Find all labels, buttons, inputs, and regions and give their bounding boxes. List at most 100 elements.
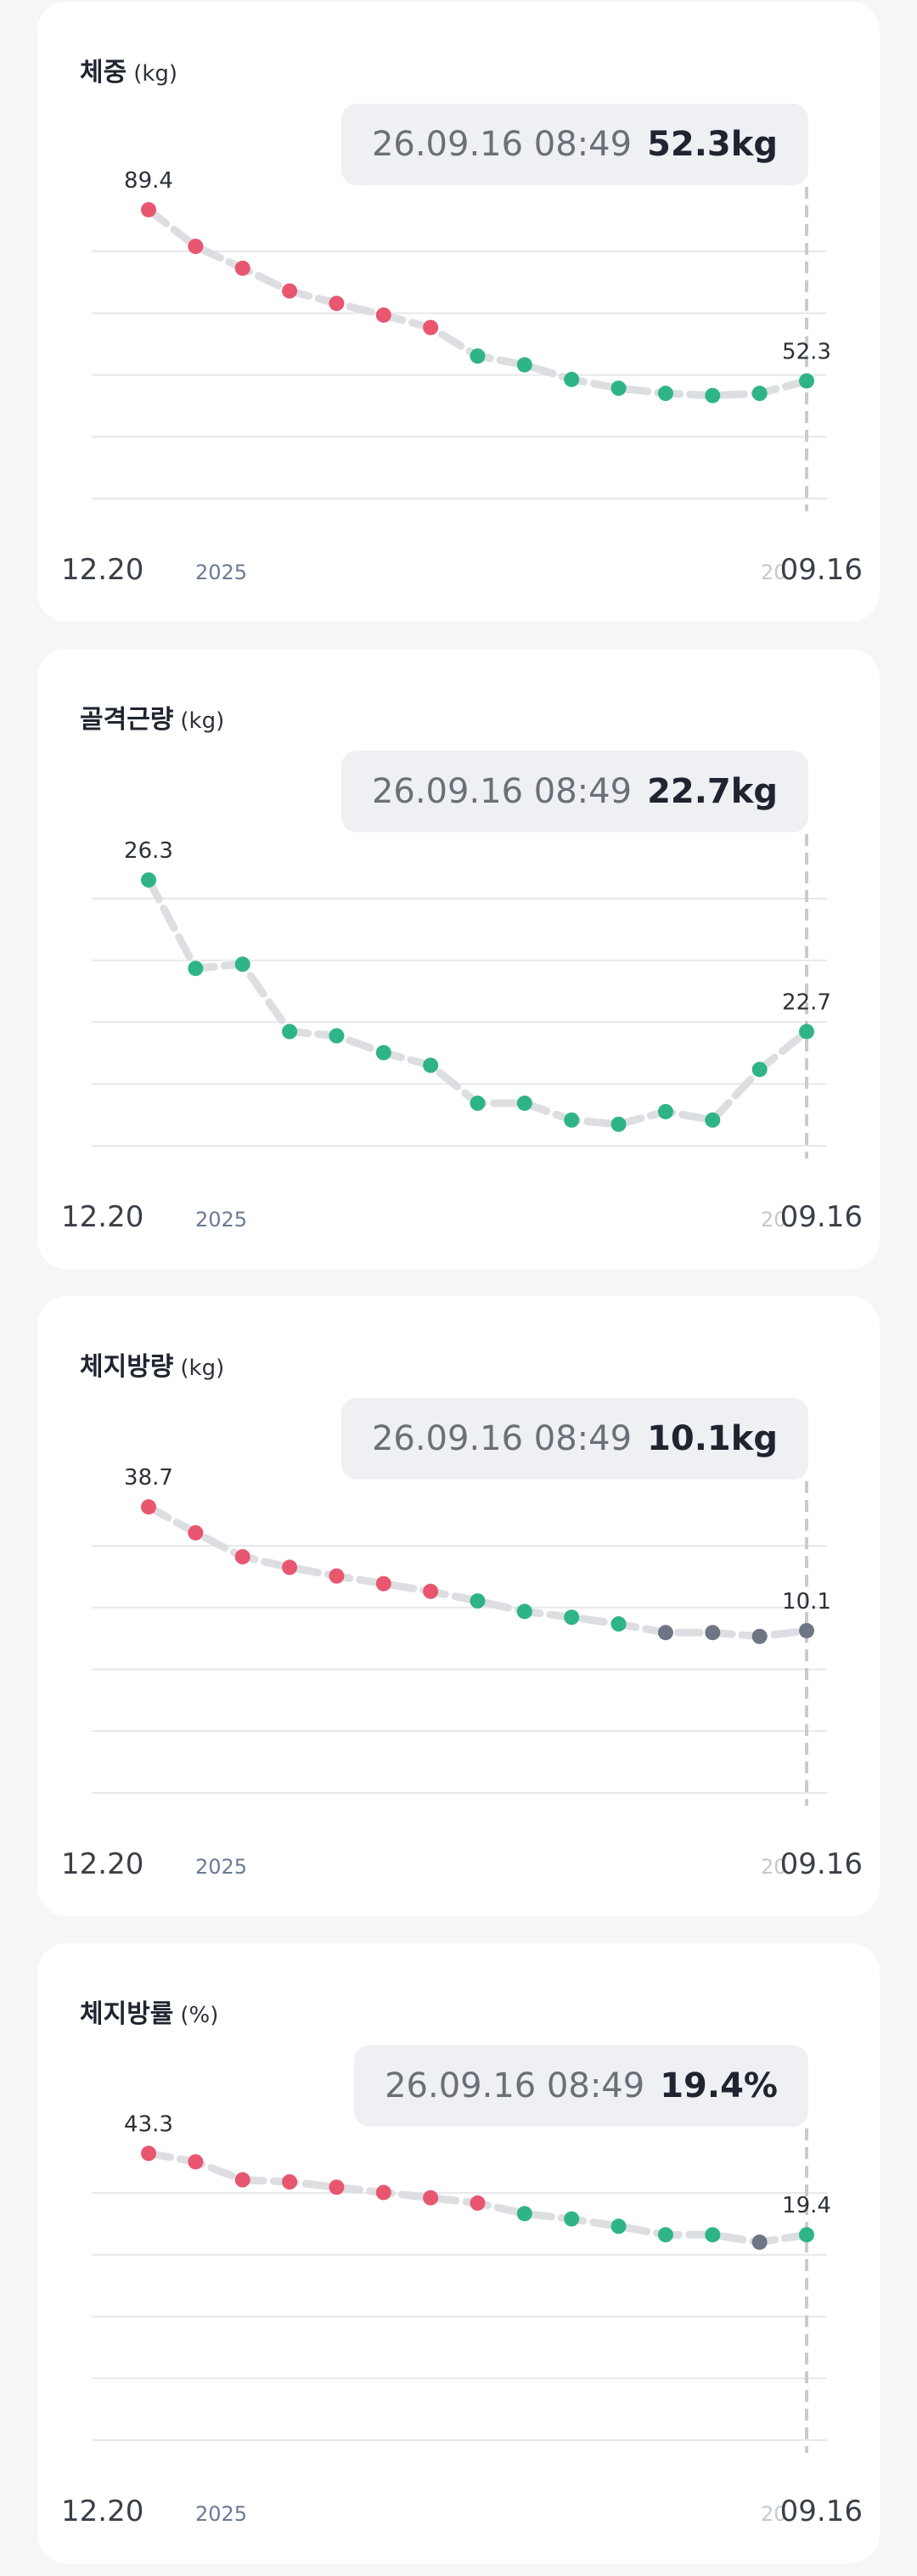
tooltip-time: 26.09.16 08:49 — [371, 125, 633, 164]
data-point[interactable] — [610, 380, 627, 397]
data-point[interactable] — [282, 1023, 298, 1040]
series-line — [144, 876, 811, 1129]
data-point[interactable] — [564, 1609, 580, 1626]
tooltip-time: 26.09.16 08:49 — [371, 1419, 633, 1458]
data-point[interactable] — [751, 2234, 768, 2250]
data-point[interactable] — [141, 2145, 156, 2162]
chart-card-body-fat-percent: 체지방률 (%) 26.09.16 08:49 19.4% 43.3 19.4 12.… — [37, 1943, 880, 2563]
data-point[interactable] — [516, 1604, 532, 1620]
chart-card-weight: 체중 (kg) 26.09.16 08:49 52.3kg 89.4 52.3 12.… — [37, 2, 880, 622]
year-label: 2025 — [195, 1208, 247, 1232]
data-point[interactable] — [705, 1112, 721, 1128]
value-tooltip: 26.09.16 08:49 22.7kg — [340, 751, 808, 832]
data-point[interactable] — [657, 1103, 673, 1119]
data-point[interactable] — [564, 371, 580, 387]
x-end-label: 09.16 — [780, 2494, 863, 2528]
first-value-label: 43.3 — [124, 2111, 173, 2137]
data-point[interactable] — [470, 348, 486, 364]
data-point[interactable] — [799, 373, 814, 389]
value-tooltip: 26.09.16 08:49 52.3kg — [340, 104, 808, 185]
data-point[interactable] — [799, 2227, 814, 2243]
data-point[interactable] — [329, 1568, 345, 1584]
data-point[interactable] — [141, 1499, 156, 1515]
year-label: 2025 — [195, 2502, 247, 2526]
series-line — [144, 1502, 811, 1641]
data-point[interactable] — [610, 2218, 627, 2235]
first-value-label: 26.3 — [124, 838, 173, 864]
tooltip-value: 10.1kg — [647, 1419, 778, 1458]
tooltip-value: 19.4% — [660, 2066, 778, 2105]
data-point[interactable] — [423, 319, 439, 335]
data-point[interactable] — [329, 1028, 345, 1044]
data-point[interactable] — [188, 239, 204, 255]
data-point[interactable] — [751, 1628, 768, 1644]
data-point[interactable] — [705, 1625, 721, 1641]
data-point[interactable] — [282, 2174, 298, 2190]
data-point[interactable] — [141, 201, 156, 217]
data-point[interactable] — [516, 2206, 532, 2222]
data-point[interactable] — [705, 387, 721, 403]
data-point[interactable] — [282, 1559, 298, 1575]
data-point[interactable] — [375, 307, 391, 323]
year-label-faded: 20 — [761, 2502, 787, 2526]
data-point[interactable] — [799, 1023, 814, 1040]
year-label-faded: 20 — [761, 1208, 787, 1232]
data-point[interactable] — [564, 2211, 580, 2227]
data-point[interactable] — [564, 1112, 580, 1128]
data-point[interactable] — [375, 1045, 391, 1061]
x-end-label: 09.16 — [780, 1200, 863, 1234]
data-point[interactable] — [329, 296, 345, 312]
data-point[interactable] — [188, 1525, 204, 1541]
x-end-label: 09.16 — [780, 553, 863, 587]
data-point[interactable] — [423, 2190, 439, 2206]
x-start-label: 12.20 — [61, 2494, 143, 2528]
data-point[interactable] — [470, 1095, 486, 1111]
data-point[interactable] — [423, 1057, 439, 1074]
card-title: 체중 (kg) — [80, 58, 178, 87]
value-tooltip: 26.09.16 08:49 10.1kg — [340, 1398, 808, 1480]
x-end-label: 09.16 — [780, 1847, 863, 1881]
data-point[interactable] — [234, 260, 250, 276]
data-point[interactable] — [188, 961, 204, 977]
year-label: 2025 — [195, 561, 247, 584]
last-value-label: 22.7 — [782, 990, 831, 1016]
card-title: 체지방률 (%) — [80, 1999, 219, 2029]
data-point[interactable] — [751, 1062, 768, 1078]
data-point[interactable] — [234, 1548, 250, 1564]
data-point[interactable] — [375, 2184, 391, 2201]
data-point[interactable] — [141, 872, 156, 888]
data-point[interactable] — [375, 1575, 391, 1592]
year-label: 2025 — [195, 1855, 247, 1879]
data-point[interactable] — [423, 1583, 439, 1599]
value-tooltip: 26.09.16 08:49 19.4% — [354, 2045, 808, 2127]
card-title: 골격근량 (kg) — [80, 705, 225, 735]
data-point[interactable] — [516, 1095, 532, 1111]
tooltip-time: 26.09.16 08:49 — [371, 772, 633, 811]
data-point[interactable] — [329, 2179, 345, 2196]
data-point[interactable] — [516, 357, 532, 373]
data-point[interactable] — [610, 1616, 627, 1632]
tooltip-value: 22.7kg — [647, 772, 778, 811]
data-point[interactable] — [657, 2227, 673, 2243]
data-point[interactable] — [751, 386, 768, 402]
data-point[interactable] — [657, 1625, 673, 1641]
last-value-label: 10.1 — [782, 1589, 831, 1615]
data-point[interactable] — [705, 2227, 721, 2243]
data-point[interactable] — [234, 956, 250, 972]
year-label-faded: 20 — [761, 1855, 787, 1879]
data-point[interactable] — [610, 1116, 627, 1132]
data-point[interactable] — [188, 2154, 204, 2170]
data-point[interactable] — [470, 1592, 486, 1609]
last-value-label: 19.4 — [782, 2193, 831, 2218]
data-point[interactable] — [799, 1622, 814, 1638]
data-point[interactable] — [282, 283, 298, 299]
last-value-label: 52.3 — [782, 339, 831, 364]
series-line — [144, 206, 811, 400]
data-point[interactable] — [470, 2195, 486, 2211]
data-point[interactable] — [234, 2172, 250, 2188]
data-point[interactable] — [657, 386, 673, 402]
